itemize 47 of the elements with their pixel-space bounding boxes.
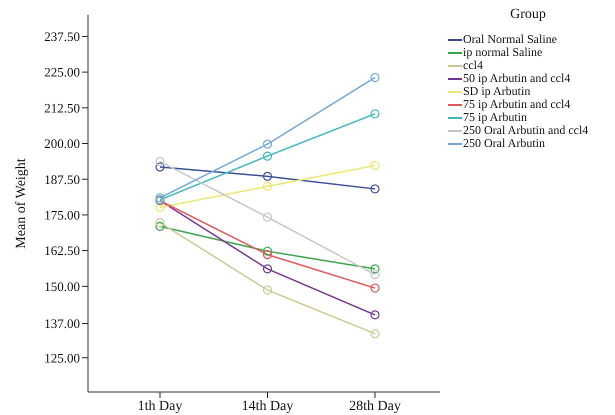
point [370,160,380,170]
y-tick-label: 175.00 [44,208,80,223]
legend-label: ip normal Saline [463,45,542,59]
legend-label: 75 ip Arbutin [463,110,528,124]
point [370,264,380,274]
x-tick-label: 28th Day [349,398,401,414]
point [370,109,380,118]
y-tick-label: 125.00 [44,350,80,366]
y-tick-label: 150.00 [44,278,80,294]
point [370,270,380,280]
point [262,285,272,295]
point [155,202,165,212]
point [155,156,165,166]
y-tick-label: 200.00 [44,136,80,152]
legend-label: 250 Oral Arbutin and ccl4 [463,123,588,137]
point [370,283,380,293]
point [155,162,165,172]
point [370,310,380,320]
y-axis-title: Mean of Weight [14,158,29,249]
y-tick-label: 137.00 [44,316,80,332]
point [262,246,272,256]
point [262,212,272,222]
legend-label: SD ip Arbutin [463,84,530,98]
legend-label: 250 Oral Arbutin [463,136,545,150]
y-tick-label: 187.50 [44,172,80,187]
legend-label: 75 ip Arbutin and ccl4 [463,97,570,111]
legend-title: Group [509,7,547,22]
point [262,264,272,274]
point [262,151,272,161]
y-tick-label: 162.50 [44,243,80,258]
y-tick-label: 212.50 [44,100,80,116]
point [155,222,165,231]
point [262,139,272,149]
legend-label: ccl4 [463,58,483,72]
point [262,172,272,181]
y-tick-label: 225.00 [44,64,80,80]
point [370,184,380,194]
y-tick-label: 237.50 [44,29,80,44]
x-tick-label: 1th Day [138,398,182,414]
legend-label: 50 ip Arbutin and ccl4 [463,71,570,85]
legend-label: Oral Normal Saline [463,32,557,46]
point [262,182,272,191]
x-tick-label: 14th Day [242,398,294,414]
point [370,72,380,82]
point [155,218,165,228]
point [370,329,380,338]
point [262,250,272,260]
